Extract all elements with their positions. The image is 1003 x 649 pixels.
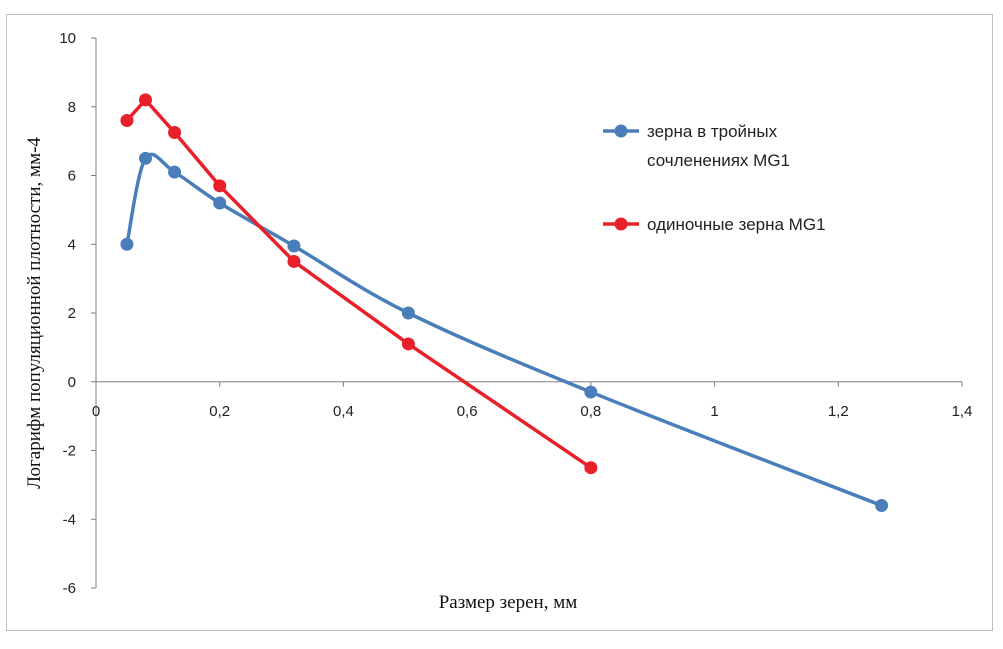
series-2 — [120, 93, 598, 475]
legend-entry-1: зерна в тройных сочленениях MG1 — [603, 122, 790, 170]
legend-entry-2: одиночные зерна MG1 — [603, 215, 826, 234]
x-tick-label: 0,8 — [580, 403, 601, 420]
x-tick-label: 0,6 — [457, 403, 478, 420]
data-point — [875, 499, 889, 512]
data-point — [120, 237, 134, 251]
x-axis-title: Размер зерен, мм — [439, 592, 578, 613]
legend: зерна в тройных сочленениях MG1 одиночные … — [603, 122, 826, 234]
y-tick-label: 4 — [68, 236, 76, 253]
data-point — [287, 239, 301, 253]
series-layer — [120, 93, 889, 512]
data-point — [401, 337, 415, 351]
y-tick-label: 6 — [68, 168, 76, 185]
y-tick-label: 10 — [59, 30, 76, 47]
x-tick-label: 1,2 — [828, 403, 849, 420]
axes: 0 0,2 0,4 0,6 0,8 1 1,2 1,4 10 8 6 4 2 0 -2 -4 -6 — [59, 30, 972, 597]
data-point — [213, 196, 227, 210]
y-tick-label: 2 — [68, 305, 76, 322]
data-point — [401, 306, 415, 320]
y-tick-label: 0 — [68, 374, 76, 391]
x-tick-label: 0,2 — [209, 403, 230, 420]
data-point — [584, 385, 598, 399]
series-line — [125, 98, 592, 470]
y-tick-label: -4 — [63, 511, 76, 528]
y-ticks: 10 8 6 4 2 0 -2 -4 -6 — [59, 30, 96, 597]
x-tick-label: 0 — [92, 403, 100, 420]
chart-frame — [6, 14, 993, 631]
y-tick-label: 8 — [68, 99, 76, 116]
y-tick-label: -2 — [63, 443, 76, 460]
data-point — [168, 165, 182, 179]
y-tick-label: -6 — [63, 580, 76, 597]
legend-swatch-marker — [614, 217, 628, 231]
x-tick-label: 0,4 — [333, 403, 354, 420]
data-point — [138, 93, 152, 107]
x-ticks: 0 0,2 0,4 0,6 0,8 1 1,2 1,4 — [92, 381, 973, 420]
data-point — [168, 126, 182, 140]
legend-label: сочленениях MG1 — [647, 151, 790, 170]
legend-label: зерна в тройных — [647, 122, 778, 141]
data-point — [287, 254, 301, 268]
legend-swatch-marker — [614, 124, 628, 138]
data-point — [138, 151, 152, 165]
x-tick-label: 1,4 — [952, 403, 973, 420]
y-axis-title: Логарифм популяционной плотности, мм-4 — [24, 137, 45, 489]
series-1 — [120, 151, 889, 512]
data-point — [584, 461, 598, 475]
data-point — [120, 114, 134, 127]
series-line — [125, 152, 883, 508]
x-tick-label: 1 — [710, 403, 718, 420]
legend-label: одиночные зерна MG1 — [647, 215, 826, 234]
data-point — [213, 179, 227, 193]
